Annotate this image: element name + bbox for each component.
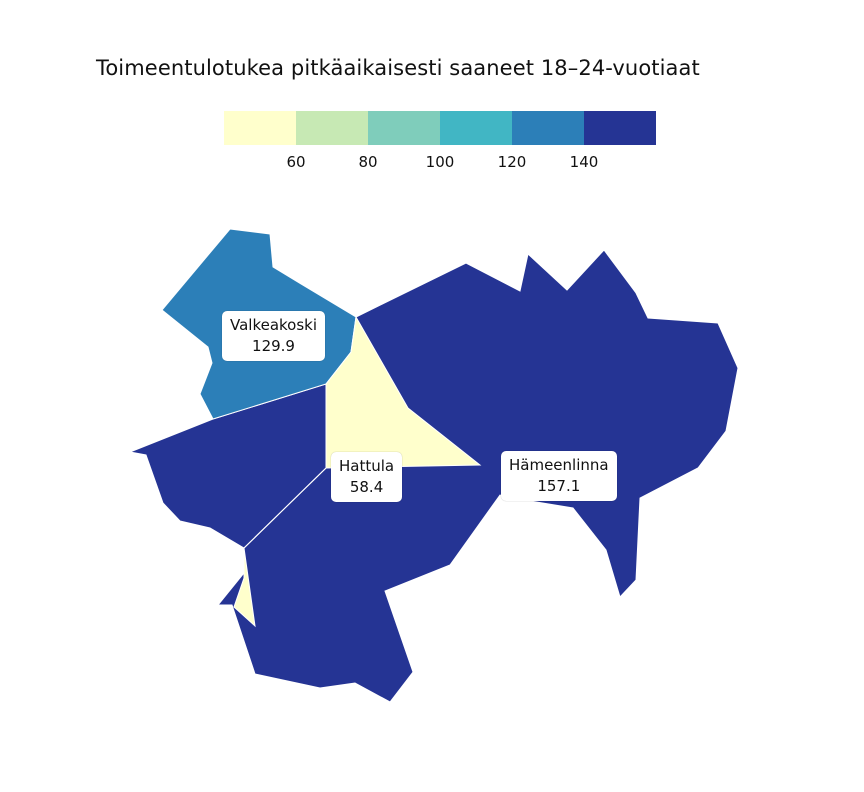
legend-swatch-4: [440, 111, 512, 145]
legend-tick-100: 100: [425, 153, 455, 171]
label-hattula-name: Hattula: [339, 457, 395, 475]
legend-swatch-3: [368, 111, 440, 145]
label-valkeakoski-name: Valkeakoski: [230, 316, 318, 334]
label-valkeakoski: Valkeakoski 129.9: [222, 311, 326, 361]
legend-swatch-5: [512, 111, 584, 145]
label-hameenlinna: Hämeenlinna 157.1: [501, 451, 617, 501]
map-title: Toimeentulotukea pitkäaikaisesti saaneet…: [96, 56, 700, 80]
label-hameenlinna-name: Hämeenlinna: [509, 456, 609, 474]
legend-tick-140: 140: [569, 153, 599, 171]
label-hameenlinna-value: 157.1: [537, 477, 581, 495]
legend-swatch-2: [296, 111, 368, 145]
region-hattula[interactable]: [233, 315, 482, 628]
legend-swatch-1: [224, 111, 296, 145]
label-valkeakoski-value: 129.9: [252, 337, 295, 355]
label-hattula: Hattula 58.4: [331, 452, 403, 502]
color-legend: 60 80 100 120 140: [224, 111, 656, 175]
legend-swatch-6: [584, 111, 656, 145]
label-hattula-value: 58.4: [349, 478, 384, 496]
legend-tick-labels: 60 80 100 120 140: [224, 145, 656, 171]
legend-tick-120: 120: [497, 153, 527, 171]
legend-tick-60: 60: [286, 153, 306, 171]
legend-color-bar: [224, 111, 656, 145]
legend-tick-80: 80: [358, 153, 378, 171]
